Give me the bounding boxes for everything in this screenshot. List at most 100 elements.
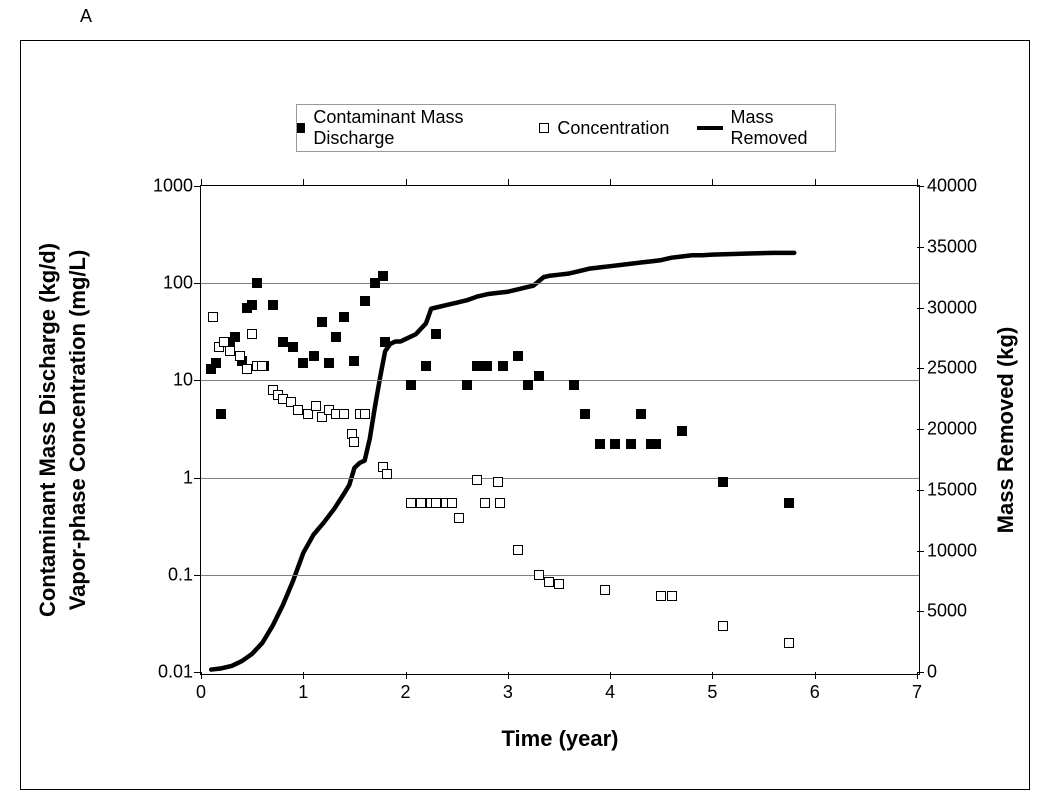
x-tick-label: 3 [503,682,513,703]
discharge-point [626,439,636,449]
y-right-tick [917,672,924,673]
concentration-point [454,513,464,523]
discharge-point [595,439,605,449]
discharge-point [677,426,687,436]
x-tick-top [815,179,816,186]
y-right-tick-label: 30000 [927,297,1017,318]
y-right-tick [917,247,924,248]
discharge-point [380,337,390,347]
discharge-point [498,361,508,371]
y-left-tick [194,283,201,284]
y-left-tick-label: 100 [103,273,193,294]
concentration-point [472,475,482,485]
y-right-tick-label: 35000 [927,236,1017,257]
y-right-tick [917,368,924,369]
discharge-point [472,361,482,371]
y-right-tick-label: 0 [927,662,1017,683]
y-left-tick [194,672,201,673]
discharge-point [216,409,226,419]
y-left-tick [194,575,201,576]
discharge-point [309,351,319,361]
discharge-point [610,439,620,449]
concentration-point [339,409,349,419]
discharge-point [482,361,492,371]
legend-item-concentration: Concentration [539,118,669,139]
concentration-point [431,498,441,508]
y-left-tick-label: 0.1 [103,564,193,585]
concentration-point [600,585,610,595]
legend-marker-line-icon [697,126,722,131]
x-tick-label: 6 [810,682,820,703]
concentration-point [554,579,564,589]
concentration-point [480,498,490,508]
y-left-tick-label: 10 [103,370,193,391]
x-tick-top [406,179,407,186]
x-tick [303,672,304,679]
concentration-point [416,498,426,508]
y-axis-left-title-1: Contaminant Mass Discharge (kg/d) [35,243,61,617]
concentration-point [360,409,370,419]
x-tick [712,672,713,679]
concentration-point [311,401,321,411]
concentration-point [667,591,677,601]
discharge-point [462,380,472,390]
concentration-point [718,621,728,631]
concentration-point [382,469,392,479]
x-tick-label: 1 [298,682,308,703]
y-right-tick [917,490,924,491]
plot-svg [201,186,919,674]
x-tick [508,672,509,679]
discharge-point [378,271,388,281]
x-axis-title: Time (year) [502,726,619,752]
concentration-point [247,329,257,339]
y-right-tick [917,186,924,187]
mass-removed-line [211,253,794,670]
x-tick [201,672,202,679]
x-tick-top [610,179,611,186]
x-tick [610,672,611,679]
gridline [201,283,919,284]
discharge-point [211,358,221,368]
x-tick-top [508,179,509,186]
x-tick-label: 5 [707,682,717,703]
concentration-point [447,498,457,508]
discharge-point [230,332,240,342]
discharge-point [360,296,370,306]
y-right-tick-label: 5000 [927,601,1017,622]
legend: Contaminant Mass Discharge Concentration… [296,104,836,152]
discharge-point [268,300,278,310]
y-left-tick [194,478,201,479]
concentration-point [493,477,503,487]
x-tick-top [917,179,918,186]
discharge-point [580,409,590,419]
x-tick [406,672,407,679]
concentration-point [208,312,218,322]
concentration-point [235,351,245,361]
gridline [201,478,919,479]
discharge-point [278,337,288,347]
discharge-point [406,380,416,390]
discharge-point [784,498,794,508]
discharge-point [534,371,544,381]
legend-marker-filled-square-icon [297,123,305,133]
discharge-point [431,329,441,339]
y-left-tick-label: 0.01 [103,662,193,683]
y-left-tick-label: 1000 [103,176,193,197]
y-left-tick-label: 1 [103,467,193,488]
discharge-point [421,361,431,371]
concentration-point [513,545,523,555]
y-left-tick [194,380,201,381]
concentration-point [242,364,252,374]
legend-marker-open-square-icon [539,123,549,133]
discharge-point [636,409,646,419]
concentration-point [225,346,235,356]
discharge-point [569,380,579,390]
x-tick-label: 4 [605,682,615,703]
concentration-point [544,577,554,587]
x-tick-label: 2 [401,682,411,703]
discharge-point [247,300,257,310]
y-axis-left-title-2: Vapor-phase Concentration (mg/L) [65,250,91,611]
discharge-point [252,278,262,288]
concentration-point [257,361,267,371]
y-left-tick [194,186,201,187]
